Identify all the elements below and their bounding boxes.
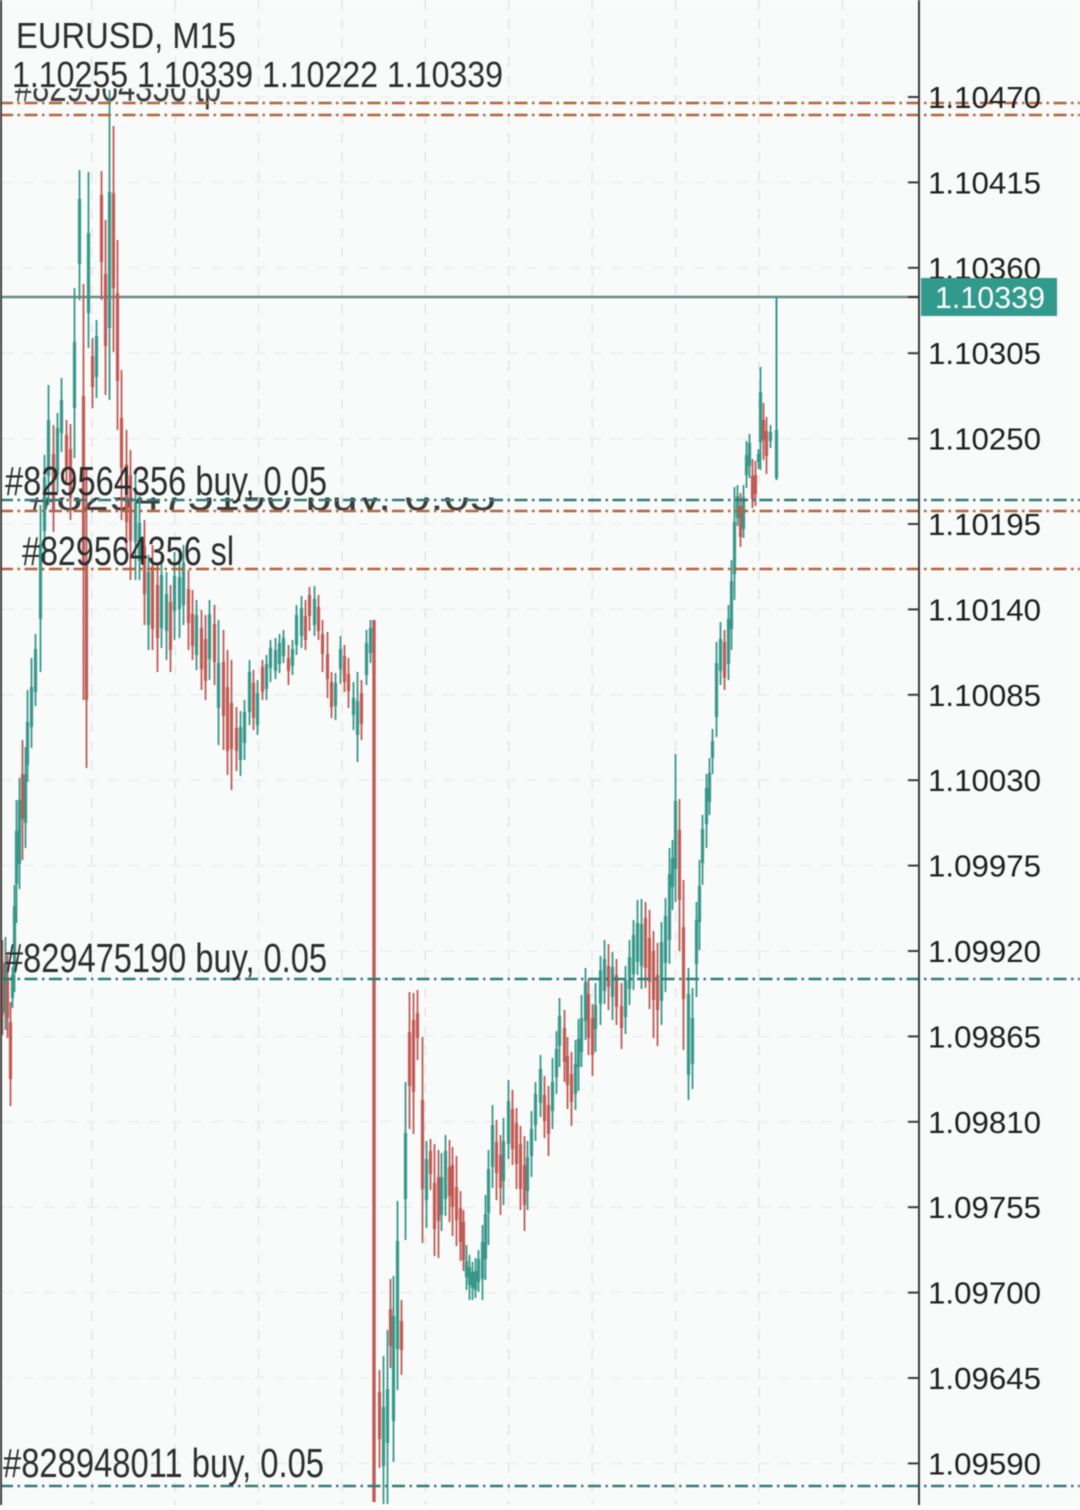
svg-text:1.09755: 1.09755 bbox=[928, 1190, 1041, 1225]
svg-text:1.10470: 1.10470 bbox=[928, 80, 1041, 115]
svg-text:1.10250: 1.10250 bbox=[928, 422, 1041, 457]
svg-text:1.09920: 1.09920 bbox=[928, 934, 1041, 969]
svg-text:1.10085: 1.10085 bbox=[928, 678, 1041, 713]
svg-text:1.09700: 1.09700 bbox=[928, 1276, 1041, 1311]
svg-text:#829564356 tp: #829564356 tp bbox=[15, 64, 221, 110]
svg-text:1.09590: 1.09590 bbox=[928, 1446, 1041, 1481]
svg-text:1.09865: 1.09865 bbox=[928, 1019, 1041, 1054]
svg-text:1.09645: 1.09645 bbox=[928, 1361, 1041, 1396]
svg-text:#828948011 buy, 0.05: #828948011 buy, 0.05 bbox=[3, 1440, 324, 1486]
svg-text:1.10255 1.10339 1.10222 1.1033: 1.10255 1.10339 1.10222 1.10339 bbox=[12, 54, 503, 95]
svg-text:EURUSD, M15: EURUSD, M15 bbox=[16, 15, 236, 56]
svg-text:1.10305: 1.10305 bbox=[928, 336, 1041, 371]
svg-text:1.10415: 1.10415 bbox=[928, 165, 1041, 200]
svg-text:1.10195: 1.10195 bbox=[928, 507, 1041, 542]
svg-text:1.09975: 1.09975 bbox=[928, 849, 1041, 884]
svg-text:1.09810: 1.09810 bbox=[928, 1105, 1041, 1140]
svg-text:#829564356 buy, 0.05: #829564356 buy, 0.05 bbox=[5, 458, 327, 504]
svg-text:1.10030: 1.10030 bbox=[928, 763, 1041, 798]
svg-text:#829564356 sl: #829564356 sl bbox=[22, 528, 234, 574]
svg-text:1.10339: 1.10339 bbox=[935, 280, 1045, 315]
svg-text:#829475190 buy, 0.05: #829475190 buy, 0.05 bbox=[5, 935, 327, 981]
svg-text:1.10140: 1.10140 bbox=[928, 592, 1041, 627]
